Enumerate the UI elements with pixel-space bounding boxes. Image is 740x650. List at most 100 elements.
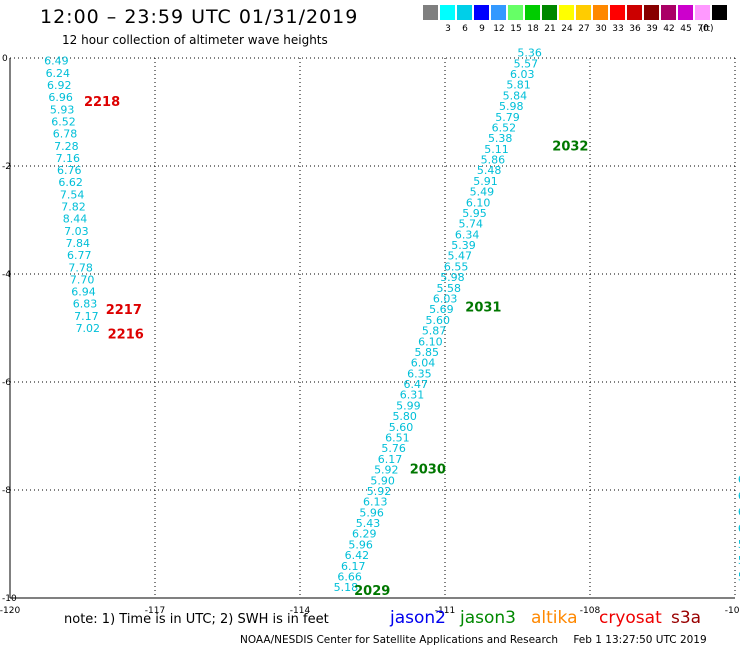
lat-tick-label: -4 (2, 270, 11, 280)
legend-swatch (559, 5, 574, 20)
swh-value: 5.96 (348, 538, 373, 551)
footer-credit: NOAA/NESDIS Center for Satellite Applica… (240, 634, 558, 646)
legend-swatch (695, 5, 710, 20)
legend-swatch (661, 5, 676, 20)
satellite-altika: altika (531, 608, 578, 628)
satellite-jason3: jason3 (460, 608, 516, 628)
legend-label: 15 (510, 24, 522, 34)
swh-value: 5.81 (506, 79, 531, 92)
satellite-cryosat: cryosat (599, 608, 662, 628)
swh-value: 6.52 (492, 121, 517, 134)
satellite-jason2: jason2 (390, 608, 446, 628)
swh-value: 6.47 (403, 378, 428, 391)
swh-value: 5.84 (503, 89, 528, 102)
legend-label: 42 (663, 24, 675, 34)
swh-value: 7.70 (70, 273, 95, 286)
legend-swatch (457, 5, 472, 20)
swh-value: 5.48 (477, 164, 502, 177)
swh-value: 6.92 (47, 79, 72, 92)
swh-value: 5.86 (481, 154, 506, 167)
satellite-s3a: s3a (671, 608, 702, 628)
swh-value: 6.04 (411, 357, 436, 370)
swh-value: 5.60 (389, 421, 414, 434)
swh-value: 5.49 (470, 186, 495, 199)
lat-tick-label: 0 (2, 54, 8, 64)
swh-value: 5 (738, 538, 740, 551)
cycle-label: 2032 (552, 139, 588, 154)
legend-swatch (644, 5, 659, 20)
swh-value: 7.28 (54, 140, 79, 153)
legend-swatch (610, 5, 625, 20)
swh-value: 5.93 (50, 103, 75, 116)
legend-swatch (576, 5, 591, 20)
swh-value: 6.13 (363, 496, 388, 509)
swh-value: 7.82 (61, 201, 86, 214)
cycle-label: 2216 (108, 327, 144, 342)
legend-swatch (508, 5, 523, 20)
swh-value: 7.02 (76, 322, 101, 335)
swh-value: 5.80 (392, 410, 417, 423)
swh-value: 5.36 (517, 47, 542, 60)
swh-value: 6.24 (46, 67, 71, 80)
swh-value: 5.38 (488, 132, 513, 145)
swh-value: 6.03 (510, 68, 535, 81)
swh-value: 5.76 (381, 442, 406, 455)
swh-value: 6.35 (407, 367, 432, 380)
swh-value: 5.11 (484, 143, 509, 156)
swh-value: 6.29 (352, 528, 377, 541)
lat-tick-label: -8 (2, 486, 11, 496)
swh-value: 6.34 (455, 228, 480, 241)
swh-value: 6.42 (345, 549, 370, 562)
legend-swatch (491, 5, 506, 20)
footer-timestamp: Feb 1 13:27:50 UTC 2019 (573, 634, 707, 646)
legend-label: 36 (629, 24, 641, 34)
lon-tick-label: -111 (435, 606, 455, 616)
swh-value: 5.79 (495, 111, 520, 124)
legend-label: 12 (493, 24, 505, 34)
swh-value: 6.10 (466, 196, 491, 209)
lon-tick-label: -117 (145, 606, 165, 616)
legend-label: 45 (680, 24, 692, 34)
swh-value: 5.57 (514, 57, 539, 70)
legend-label: 21 (544, 24, 556, 34)
swh-value: 7.84 (66, 237, 91, 250)
swh-value: 6.17 (341, 560, 366, 573)
swh-value: 5.98 (499, 100, 524, 113)
footer: NOAA/NESDIS Center for Satellite Applica… (240, 634, 707, 646)
swh-value: 6.83 (73, 298, 98, 311)
swh-value: 5.98 (440, 271, 465, 284)
swh-value: 7.16 (56, 152, 81, 165)
swh-value: 5.90 (370, 474, 395, 487)
swh-value: 6.31 (400, 389, 425, 402)
swh-value: 6.55 (444, 260, 469, 273)
swh-value: 5.18 (334, 581, 359, 594)
swh-value: 5.96 (359, 506, 384, 519)
legend-label: 6 (462, 24, 468, 34)
swh-value: 6.77 (67, 249, 92, 262)
legend-swatch (440, 5, 455, 20)
swh-value: 5.39 (451, 239, 476, 252)
cycle-label: 2218 (84, 95, 120, 110)
swh-value: 6.52 (51, 115, 76, 128)
swh-value: 7.17 (74, 310, 99, 323)
swh-value: 6 (738, 473, 740, 486)
swh-value: 6.94 (71, 286, 96, 299)
swh-value: 5.85 (414, 346, 439, 359)
page-subtitle: 12 hour collection of altimeter wave hei… (62, 33, 328, 47)
swh-value: 5.92 (367, 485, 392, 498)
cycle-labels: 2218 2217 2216 2032 2031 2030 2029 (84, 95, 589, 599)
legend-label: 9 (479, 24, 485, 34)
legend-swatch (593, 5, 608, 20)
lon-tick-label: -114 (290, 606, 311, 616)
swh-value: 7.78 (68, 261, 93, 274)
lon-tick-label: -105 (725, 606, 740, 616)
swh-value: 5.74 (459, 218, 484, 231)
swh-value: 6.78 (53, 128, 78, 141)
swh-value: 6.62 (58, 176, 83, 189)
swh-value: 5.43 (356, 517, 381, 530)
swh-value: 5.91 (473, 175, 498, 188)
swh-value: 5.58 (437, 282, 462, 295)
swh-value: 6.76 (57, 164, 82, 177)
cycle-label: 2029 (354, 584, 390, 599)
